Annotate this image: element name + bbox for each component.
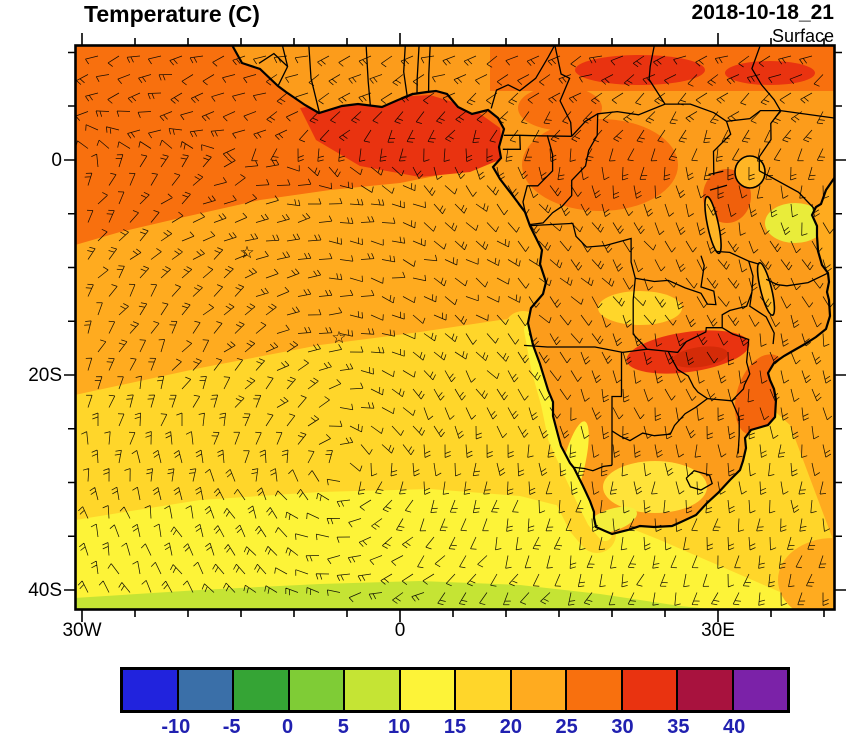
map-area: ☆☆ — [76, 46, 834, 609]
longitude-axis-label-30e: 30E — [701, 620, 735, 641]
country-borders — [258, 46, 834, 491]
longitude-axis-label-0: 0 — [394, 620, 406, 641]
wind-barbs — [76, 55, 834, 606]
colorbar-cell-5 — [400, 670, 456, 710]
surface-level-label: Surface — [771, 26, 834, 46]
land-surface — [232, 46, 834, 534]
longitude-axis-label-30w: 30W — [62, 620, 102, 641]
colorbar-tick-label: 0 — [281, 716, 294, 738]
map-frame — [74, 44, 836, 611]
colorbar-cell-9 — [622, 670, 678, 710]
colorbar-cell-11 — [733, 670, 787, 710]
colorbar-tick-label: 20 — [499, 716, 522, 738]
island-marker-1: ☆ — [239, 243, 254, 263]
colorbar-tick-label: 35 — [667, 716, 690, 738]
colorbar-cell-0 — [123, 670, 179, 710]
colorbar-cell-10 — [678, 670, 734, 710]
axis-ticks — [64, 33, 846, 622]
colorbar-cell-2 — [234, 670, 290, 710]
colorbar-tick-labels: -10 -5 0 5 10 15 20 25 30 35 40 — [120, 716, 790, 744]
latitude-axis-label-20s: 20S — [28, 365, 62, 386]
colorbar-tick-label: -10 — [161, 716, 191, 738]
colorbar-tick-label: 5 — [337, 716, 349, 738]
colorbar — [120, 667, 790, 713]
colorbar-tick-label: 30 — [611, 716, 634, 738]
colorbar-tick-label: 40 — [723, 716, 746, 738]
colorbar-cell-3 — [289, 670, 345, 710]
plot-title: Temperature (C) — [84, 1, 260, 27]
colorbar-cell-8 — [567, 670, 623, 710]
latitude-axis-label-0: 0 — [51, 150, 62, 171]
colorbar-tick-label: 10 — [388, 716, 411, 738]
colorbar-tick-label: 15 — [443, 716, 467, 738]
island-marker-2: ☆ — [331, 328, 346, 348]
latitude-axis-label-40s: 40S — [28, 580, 62, 601]
colorbar-tick-label: -5 — [222, 716, 241, 738]
colorbar-cell-1 — [178, 670, 234, 710]
colorbar-cell-4 — [345, 670, 401, 710]
colorbar-tick-label: 25 — [555, 716, 578, 738]
coastline — [231, 46, 834, 536]
colorbar-cell-6 — [456, 670, 512, 710]
valid-datetime: 2018-10-18_21 — [691, 1, 834, 24]
colorbar-cell-7 — [511, 670, 567, 710]
